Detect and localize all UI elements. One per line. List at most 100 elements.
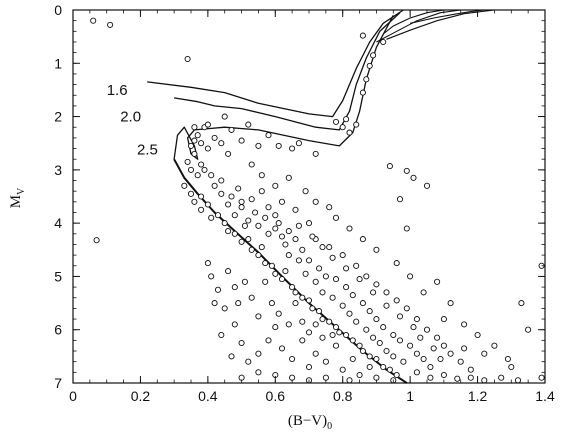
star-point — [396, 313, 404, 320]
star-point — [329, 254, 336, 261]
star-point — [208, 214, 215, 221]
star-point — [346, 310, 353, 317]
star-point — [302, 188, 309, 195]
star-point — [305, 297, 313, 304]
star-point — [255, 369, 262, 376]
star-point — [214, 286, 222, 293]
star-point — [245, 236, 252, 243]
star-point — [258, 172, 265, 179]
star-point — [187, 190, 195, 197]
star-point — [366, 363, 373, 371]
star-point — [238, 198, 245, 205]
star-point — [231, 212, 238, 219]
star-point — [370, 52, 377, 59]
y-axis-title-main: M — [8, 195, 24, 208]
isochrone-age-label: 2.0 — [120, 109, 141, 126]
star-point — [248, 196, 255, 203]
star-point — [380, 363, 387, 371]
star-point — [370, 334, 377, 341]
star-point — [407, 273, 414, 280]
x-tick-label: 1.2 — [468, 388, 488, 404]
star-point — [187, 142, 195, 149]
star-point — [309, 233, 316, 240]
star-point — [289, 145, 296, 152]
star-point — [346, 377, 353, 384]
star-point — [272, 324, 279, 331]
star-point — [508, 363, 515, 371]
star-point — [204, 121, 211, 128]
star-point — [305, 220, 313, 227]
star-point — [228, 126, 235, 133]
star-point — [427, 363, 434, 371]
star-point — [349, 355, 356, 363]
star-point — [319, 244, 326, 251]
star-point — [299, 246, 306, 253]
star-point — [231, 321, 238, 328]
star-point — [363, 76, 370, 83]
star-point — [491, 342, 498, 349]
star-point — [349, 337, 356, 344]
star-point — [198, 161, 205, 168]
star-point — [312, 350, 319, 357]
isochrone-line-0 — [147, 9, 404, 118]
star-point — [356, 276, 363, 283]
star-point — [336, 329, 343, 336]
star-point — [339, 302, 346, 309]
star-point — [292, 206, 299, 213]
x-axis-title-main: (B−V) — [288, 413, 327, 429]
x-tick-label: 0.4 — [198, 388, 218, 404]
star-point — [359, 89, 366, 96]
star-point — [322, 273, 329, 280]
star-point — [214, 212, 222, 219]
star-point — [225, 201, 232, 208]
star-point — [383, 289, 390, 296]
star-point — [272, 212, 279, 219]
star-point — [255, 350, 262, 357]
star-point — [440, 342, 447, 349]
star-point — [440, 371, 447, 379]
star-point — [184, 158, 191, 165]
star-point — [312, 150, 319, 157]
star-point — [417, 334, 424, 341]
star-point — [312, 321, 319, 328]
isochrone-age-label: 2.5 — [137, 142, 158, 159]
star-point — [211, 182, 218, 189]
star-point — [252, 209, 259, 216]
star-point — [292, 289, 299, 296]
star-point — [248, 161, 255, 168]
star-point — [248, 294, 255, 301]
star-point — [346, 225, 353, 232]
star-point — [332, 214, 340, 221]
star-point — [241, 222, 248, 229]
star-point — [275, 310, 282, 317]
star-point — [282, 268, 289, 275]
star-point — [258, 244, 265, 251]
star-point — [181, 182, 188, 189]
star-point — [366, 62, 373, 69]
star-point — [90, 17, 97, 24]
star-point — [393, 371, 400, 379]
star-point — [504, 355, 511, 363]
star-point — [413, 369, 420, 376]
star-point — [474, 331, 481, 339]
star-point — [356, 371, 363, 379]
y-tick-label: 6 — [54, 322, 62, 338]
star-point — [285, 228, 292, 235]
star-point — [518, 300, 525, 307]
star-point — [329, 294, 336, 301]
star-point — [198, 206, 205, 213]
star-point — [359, 32, 366, 39]
isochrone-line-2 — [173, 14, 394, 160]
star-point — [353, 318, 360, 325]
star-point — [275, 142, 282, 149]
star-point — [305, 257, 313, 264]
star-point — [258, 188, 265, 195]
star-point — [238, 339, 245, 347]
star-point — [447, 300, 454, 307]
star-point — [218, 190, 225, 197]
star-point — [211, 300, 218, 307]
star-point — [228, 193, 235, 200]
star-point — [208, 273, 215, 280]
star-point — [420, 289, 427, 296]
star-point — [410, 174, 417, 181]
